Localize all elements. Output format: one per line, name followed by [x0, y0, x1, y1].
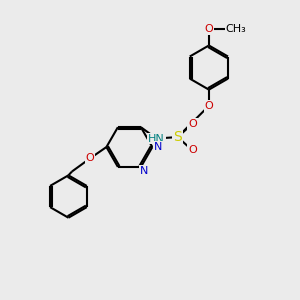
Text: O: O: [86, 153, 94, 163]
Text: O: O: [188, 119, 197, 129]
Text: CH₃: CH₃: [226, 24, 246, 34]
Text: N: N: [140, 167, 148, 176]
Text: S: S: [173, 130, 182, 144]
Text: O: O: [205, 101, 213, 111]
Text: O: O: [205, 24, 213, 34]
Text: HN: HN: [148, 134, 165, 143]
Text: O: O: [188, 145, 197, 155]
Text: N: N: [154, 142, 162, 152]
